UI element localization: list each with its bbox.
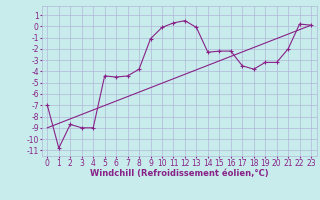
X-axis label: Windchill (Refroidissement éolien,°C): Windchill (Refroidissement éolien,°C) — [90, 169, 268, 178]
